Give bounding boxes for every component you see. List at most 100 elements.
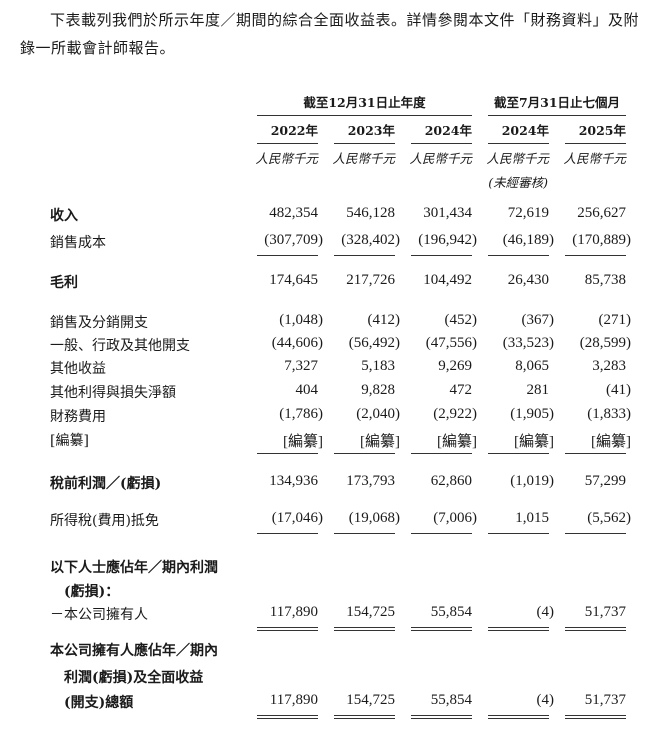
value-cell: 72,619 [507,205,549,221]
row-label: 銷售成本 [50,235,106,251]
value-cell: 7,327 [284,358,318,374]
value-cell: (4) [536,604,555,620]
table-row: －本公司擁有人 117,890 154,725 55,854 (4) 51,737 [0,604,660,631]
value-cell: 62,860 [430,473,472,489]
table-row: 銷售成本 (307,709) (328,402) (196,942) (46,189) (… [0,232,660,256]
value-cell: 482,354 [269,205,318,221]
value-cell: [編纂] [591,434,631,450]
currency-unit: 人民幣千元 [409,151,472,166]
row-label: [編纂] [50,433,89,449]
value-cell: 301,434 [423,205,472,221]
value-cell: 117,890 [269,604,318,620]
row-label: －本公司擁有人 [50,607,148,623]
value-cell: [編纂] [437,434,477,450]
year-header: 2024年 [488,120,549,144]
subtotal-rule [488,453,549,454]
value-cell: (5,562) [587,510,631,526]
subtotal-rule [488,533,549,534]
value-cell: 154,725 [346,604,395,620]
value-cell: 546,128 [346,205,395,221]
value-cell: (28,599) [579,335,631,351]
value-cell: [編纂] [514,434,554,450]
value-cell: 404 [295,382,319,398]
value-cell: (44,606) [271,335,323,351]
value-cell: 57,299 [584,473,626,489]
value-cell: (1,833) [587,406,631,422]
row-label: (開支)總額 [50,695,134,711]
table-row: (開支)總額 117,890 154,725 55,854 (4) 51,737 [0,692,660,719]
value-cell: (4) [536,692,555,708]
total-double-rule [334,715,395,719]
total-double-rule [257,715,318,719]
row-label: 所得稅(費用)抵免 [50,513,159,529]
subtotal-rule [565,255,626,256]
total-double-rule [411,627,472,631]
subtotal-rule [334,453,395,454]
value-cell: 174,645 [269,272,318,288]
subtotal-rule [411,533,472,534]
value-cell: (1,786) [279,406,323,422]
value-cell: (412) [367,312,401,328]
total-double-rule [488,627,549,631]
header-period-group: 截至7月31日止七個月 [488,92,626,116]
value-cell: (328,402) [341,232,400,248]
table-row: 其他收益 7,327 5,183 9,269 8,065 3,283 [0,358,660,378]
row-label: 其他利得與損失淨額 [50,385,176,401]
value-cell: 256,627 [577,205,626,221]
value-cell: 117,890 [269,692,318,708]
value-cell: 5,183 [361,358,395,374]
value-cell: (46,189) [502,232,554,248]
row-label: 本公司擁有人應佔年／期內 [50,643,218,659]
value-cell: 8,065 [515,358,549,374]
value-cell: 55,854 [430,604,472,620]
value-cell: 134,936 [269,473,318,489]
row-label: 一般、行政及其他開支 [50,338,190,354]
value-cell: (196,942) [418,232,477,248]
row-label: 銷售及分銷開支 [50,315,148,331]
table-row: 收入 482,354 546,128 301,434 72,619 256,627 [0,205,660,225]
table-row: 稅前利潤／(虧損) 134,936 173,793 62,860 (1,019) 57,2… [0,473,660,493]
table-row: 利潤(虧損)及全面收益 [0,667,660,687]
table-row: 一般、行政及其他開支 (44,606) (56,492) (47,556) (33,52… [0,335,660,355]
value-cell: 51,737 [584,604,626,620]
subtotal-rule [488,255,549,256]
value-cell: 104,492 [423,272,472,288]
subtotal-rule [411,453,472,454]
subtotal-rule [334,255,395,256]
year-header: 2024年 [411,120,472,144]
row-label: (虧損)： [50,584,120,600]
value-cell: 9,269 [438,358,472,374]
value-cell: (307,709) [264,232,323,248]
subtotal-rule [257,533,318,534]
total-double-rule [334,627,395,631]
total-double-rule [488,715,549,719]
table-row: 銷售及分銷開支 (1,048) (412) (452) (367) (271) [0,312,660,332]
value-cell: 26,430 [507,272,549,288]
value-cell: 55,854 [430,692,472,708]
value-cell: 173,793 [346,473,395,489]
value-cell: (7,006) [433,510,477,526]
subtotal-rule [565,533,626,534]
row-label: 財務費用 [50,409,106,425]
value-cell: (271) [598,312,632,328]
unaudited-note: (未經審核) [488,175,548,190]
currency-unit: 人民幣千元 [486,151,549,166]
total-double-rule [565,715,626,719]
total-double-rule [565,627,626,631]
value-cell: (170,889) [572,232,631,248]
intro-paragraph: 下表載列我們於所示年度／期間的綜合全面收益表。詳情參閱本文件「財務資料」及附錄一… [20,11,640,57]
table-row: 其他利得與損失淨額 404 9,828 472 281 (41) [0,382,660,402]
subtotal-rule [257,453,318,454]
value-cell: 51,737 [584,692,626,708]
value-cell: 472 [449,382,473,398]
table-row: 財務費用 (1,786) (2,040) (2,922) (1,905) (1,833) [0,406,660,426]
value-cell: [編纂] [283,434,323,450]
year-header: 2025年 [565,120,626,144]
row-label: 毛利 [50,275,78,291]
header-year-group: 截至12月31日止年度 [257,92,472,116]
value-cell: 9,828 [361,382,395,398]
table-row: 本公司擁有人應佔年／期內 [0,640,660,660]
row-label: 稅前利潤／(虧損) [50,476,162,492]
value-cell: 1,015 [515,510,549,526]
